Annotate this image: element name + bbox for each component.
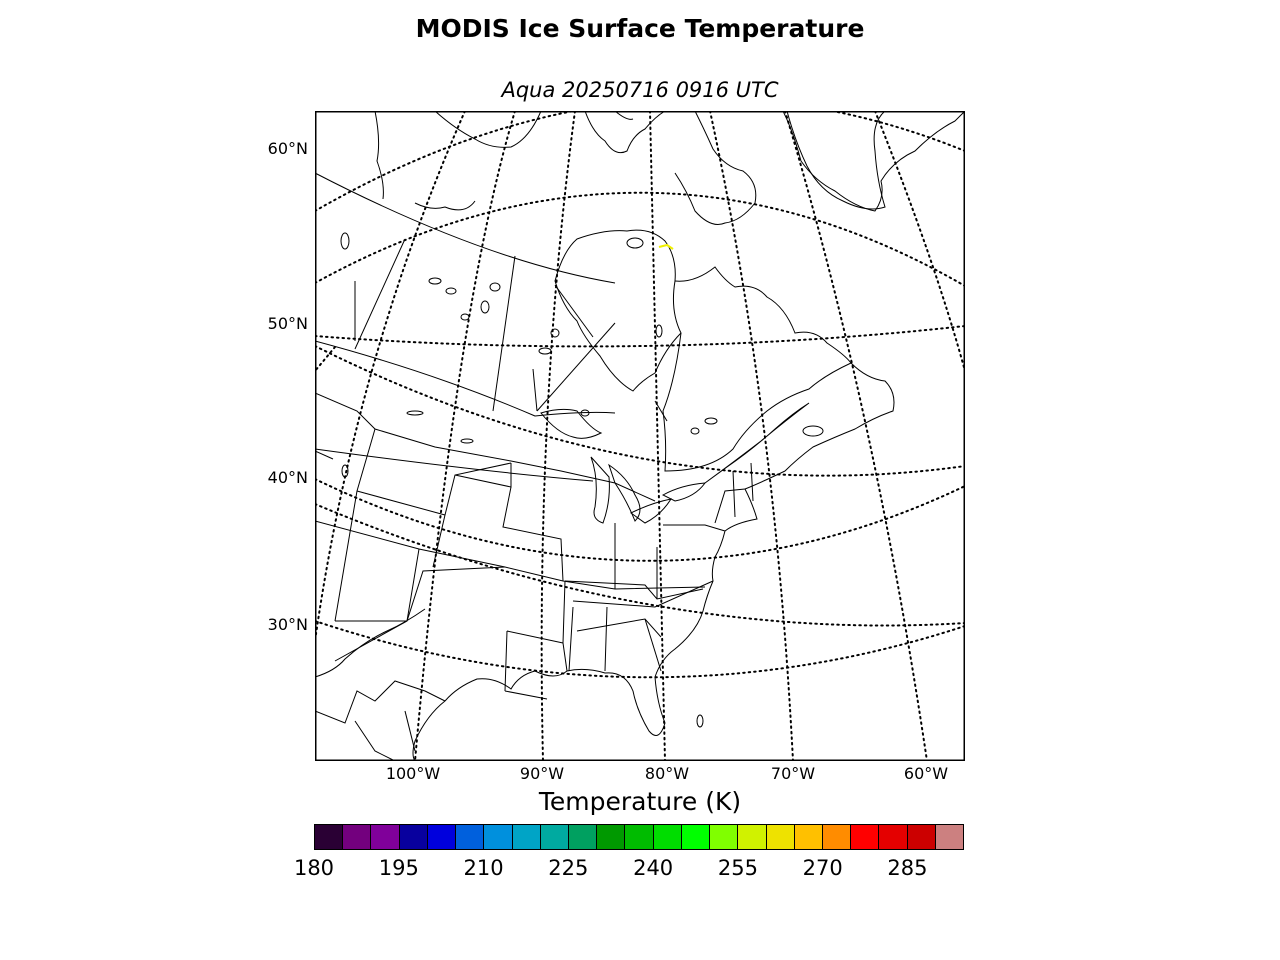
colorbar-cell [738,825,767,849]
colorbar-cell [399,825,428,849]
colorbar-cell [907,825,936,849]
colorbar-cell [371,825,400,849]
chart-title: MODIS Ice Surface Temperature [415,14,865,43]
lon-label-60w: 60°W [903,764,949,783]
map-canvas [315,111,965,761]
colorbar-cell [540,825,569,849]
colorbar-tick-label: 270 [802,856,843,880]
parallel-35n [315,503,965,627]
colorbar-cell [625,825,654,849]
colorbar-cell [710,825,739,849]
colorbar-cell [315,825,344,849]
colorbar-cell [484,825,513,849]
chart-subtitle: Aqua 20250716 0916 UTC [501,78,779,102]
parallel-60n [315,111,965,212]
meridian-60w [784,111,928,761]
temperature-data-pixels [658,243,674,250]
map-frame [315,111,965,761]
colorbar-tick-label: 225 [548,856,589,880]
mexico-borders [315,680,446,761]
colorbar-cell [653,825,682,849]
lat-label-30n: 30°N [267,615,308,634]
meridian-50w [874,111,965,372]
colorbar-tick-label: 180 [293,856,335,880]
colorbar-tick-label: 210 [463,856,504,880]
lat-label-40n: 40°N [267,468,308,487]
colorbar-cell [456,825,485,849]
parallel-30n [315,620,965,679]
colorbar-cell [822,825,852,849]
map-panel [315,111,965,761]
colorbar-cell [427,825,457,849]
lat-label-60n: 60°N [267,139,308,158]
lat-label-50n: 50°N [267,314,308,333]
colorbar-tick-label: 285 [887,856,928,880]
state-borders [315,392,754,700]
colorbar-cell [794,825,823,849]
colorbar [314,824,964,850]
lon-label-80w: 80°W [644,764,690,783]
colorbar-cell [935,825,964,849]
colorbar-cell [597,825,626,849]
colorbar-title: Temperature (K) [538,787,742,816]
colorbar-cell [766,825,795,849]
lon-label-100w: 100°W [385,764,441,783]
colorbar-cell [343,825,372,849]
province-borders [354,238,668,422]
graticule [315,111,965,761]
parallel-40n [315,478,965,562]
parallel-50n [315,325,965,348]
colorbar-cell [568,825,598,849]
islands [340,232,824,728]
colorbar-cell [681,825,711,849]
meridian-100w [315,111,466,642]
colorbar-tick-label: 255 [717,856,758,880]
international-borders [315,172,616,482]
coastlines [374,111,895,490]
great-lakes [540,402,810,524]
colorbar-tick-label: 240 [633,856,674,880]
parallel-55n [315,191,965,287]
lon-label-70w: 70°W [770,764,816,783]
greenland-coast [782,111,965,212]
lon-label-90w: 90°W [519,764,565,783]
colorbar-tick-label: 195 [378,856,419,880]
meridian-80w [649,111,666,761]
colorbar-cell [512,825,541,849]
meridian-70w [709,111,794,761]
meridian-110w [315,346,336,372]
colorbar-cell [879,825,908,849]
parallel-45n [315,345,965,477]
meridian-90w [540,111,576,761]
colorbar-cell [851,825,880,849]
